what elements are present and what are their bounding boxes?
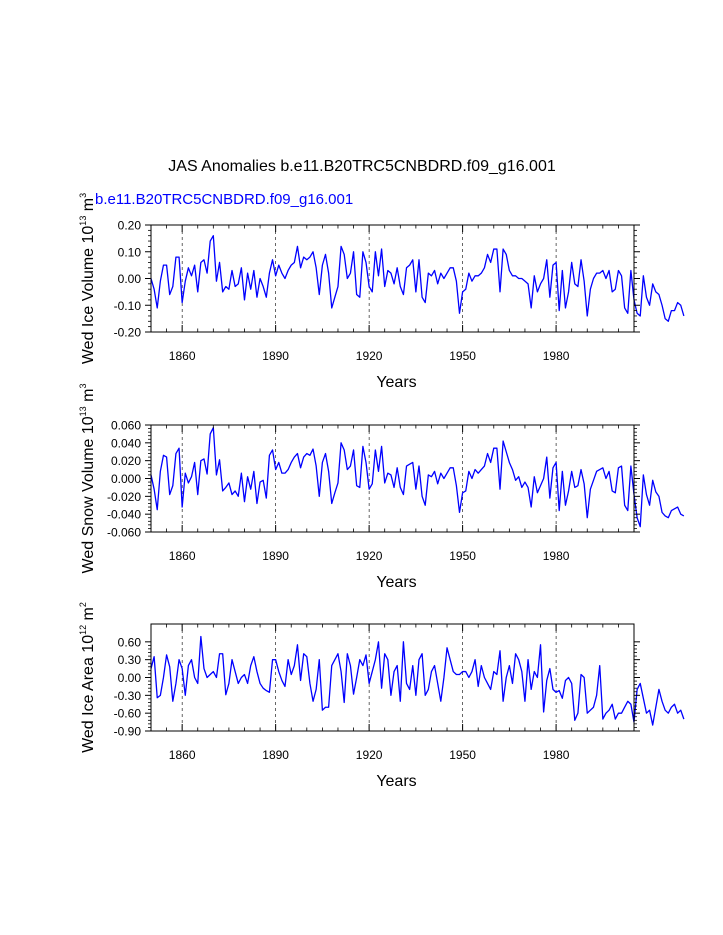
y-tick-label: 0.00	[118, 272, 142, 286]
y-tick-label: 0.20	[118, 219, 142, 233]
y-axis-label: Wed Ice Volume 1013 m3	[78, 193, 97, 364]
x-tick-label: 1920	[356, 549, 383, 563]
x-axis-label: Years	[376, 574, 416, 591]
y-axis-label-part: m	[80, 198, 97, 216]
y-tick-label: -0.040	[107, 508, 141, 522]
x-tick-label: 1920	[356, 349, 383, 363]
panel-snow-volume: 1860 1890 1920 1950 1980 -0.060 -0.040 -0.020 0.…	[78, 384, 685, 591]
y-tick-label: -0.060	[107, 526, 141, 540]
y-axis-label-superscript: 2	[78, 602, 88, 607]
y-axis-label: Wed Snow Volume 1013 m3	[78, 384, 97, 574]
x-tick-label: 1980	[543, 349, 570, 363]
x-tick-label: 1980	[543, 549, 570, 563]
y-tick-label: 0.040	[111, 436, 141, 450]
y-tick-label: -0.30	[114, 689, 142, 703]
y-tick-label: 0.060	[111, 419, 141, 433]
y-tick-label: -0.90	[114, 725, 142, 739]
plot-frame	[150, 623, 635, 732]
y-tick-label: -0.020	[107, 490, 141, 504]
x-tick-label: 1950	[449, 349, 476, 363]
x-axis-label: Years	[376, 773, 416, 790]
y-axis-label-superscript: 12	[78, 625, 88, 635]
x-tick-label: 1980	[543, 748, 570, 762]
run-subtitle: b.e11.B20TRC5CNBDRD.f09_g16.001	[95, 191, 353, 208]
y-tick-label: 0.020	[111, 454, 141, 468]
y-tick-label: -0.20	[114, 326, 142, 340]
y-tick-label: -0.10	[114, 299, 142, 313]
y-axis-label-part: Wed Ice Volume 10	[80, 226, 97, 365]
y-axis-label-part: m	[80, 607, 97, 625]
y-axis-label-part: Wed Snow Volume 10	[80, 416, 97, 573]
panel-ice-volume: 1860 1890 1920 1950 1980 -0.20 -0.10 0.00 0.10 0.…	[78, 193, 685, 391]
y-tick-label: 0.60	[118, 635, 142, 649]
y-axis-label-superscript: 3	[78, 384, 88, 389]
x-tick-label: 1890	[262, 748, 289, 762]
y-tick-label: 0.30	[118, 653, 142, 667]
x-tick-label: 1890	[262, 349, 289, 363]
data-series-line	[150, 427, 685, 528]
y-tick-label: 0.10	[118, 245, 142, 259]
y-axis-label-part: m	[80, 389, 97, 407]
x-tick-label: 1860	[169, 748, 196, 762]
y-tick-label: 0.000	[111, 472, 141, 486]
data-series-line	[150, 235, 685, 322]
y-axis-label-superscript: 3	[78, 193, 88, 198]
y-tick-label: 0.00	[118, 671, 142, 685]
x-tick-label: 1860	[169, 549, 196, 563]
x-tick-label: 1890	[262, 549, 289, 563]
panel-ice-area: 1860 1890 1920 1950 1980 -0.90 -0.60 -0.30 0.00 0…	[78, 602, 685, 790]
y-tick-label: -0.60	[114, 707, 142, 721]
y-axis-label: Wed Ice Area 1012 m2	[78, 602, 97, 753]
y-axis-label-superscript: 13	[78, 406, 88, 416]
x-tick-label: 1950	[449, 549, 476, 563]
figure-title: JAS Anomalies b.e11.B20TRC5CNBDRD.f09_g1…	[168, 158, 556, 175]
y-axis-label-part: Wed Ice Area 10	[80, 635, 97, 753]
y-axis-label-superscript: 13	[78, 216, 88, 226]
x-tick-label: 1950	[449, 748, 476, 762]
data-series-line	[150, 635, 685, 726]
x-tick-label: 1920	[356, 748, 383, 762]
x-axis-label: Years	[376, 374, 416, 391]
x-tick-label: 1860	[169, 349, 196, 363]
